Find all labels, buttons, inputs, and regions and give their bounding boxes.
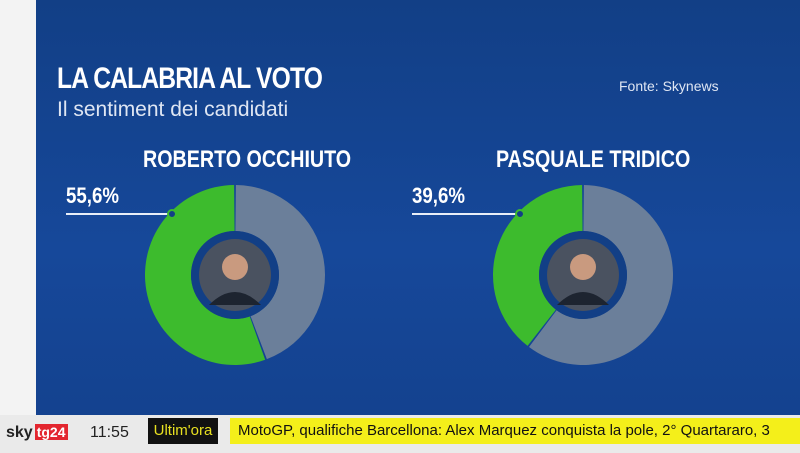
- percent-label-1: 55,6%: [66, 183, 120, 208]
- candidate-suit: [557, 292, 609, 305]
- donut-segment-rest: [235, 185, 326, 360]
- source-label: Fonte: Skynews: [619, 78, 719, 94]
- graphic-panel: [36, 0, 800, 415]
- candidate-name-2: PASQUALE TRIDICO: [496, 146, 691, 173]
- clock: 11:55: [90, 424, 129, 441]
- candidate-name-1: ROBERTO OCCHIUTO: [143, 146, 352, 173]
- leader-dot: [167, 209, 177, 219]
- donut-segment-rest: [529, 185, 674, 365]
- subtitle: Il sentiment dei candidati: [57, 98, 289, 121]
- breaking-label: Ultim'ora: [148, 418, 218, 444]
- donut-segment-value: [492, 185, 583, 346]
- left-edge: [0, 0, 36, 415]
- channel-logo: sky tg24: [6, 424, 68, 442]
- news-ticker: MotoGP, qualifiche Barcellona: Alex Marq…: [230, 418, 800, 444]
- candidate-face: [222, 254, 248, 280]
- brand-text: sky: [6, 424, 33, 441]
- candidate-face: [570, 254, 596, 280]
- percent-label-2: 39,6%: [412, 183, 466, 208]
- page-title: LA CALABRIA AL VOTO: [57, 62, 323, 95]
- leader-dot: [515, 209, 525, 219]
- channel-text: tg24: [34, 424, 68, 440]
- donut-charts: [66, 185, 674, 365]
- candidate-suit: [209, 292, 261, 305]
- donut-segment-value: [145, 185, 266, 365]
